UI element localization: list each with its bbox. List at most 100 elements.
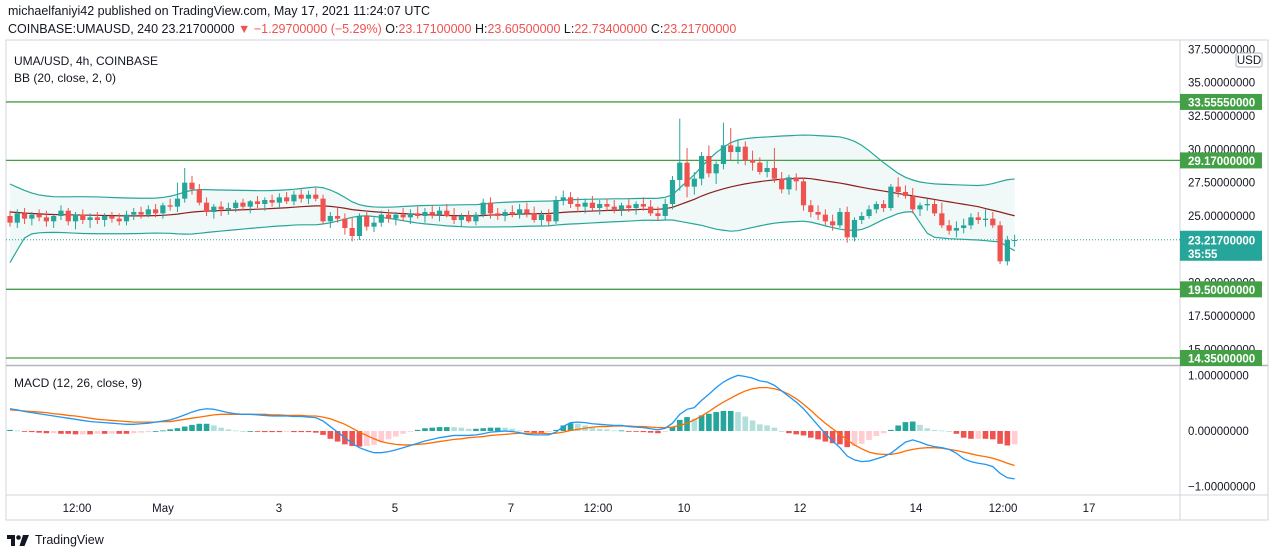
macd-histogram-bar (232, 430, 239, 432)
macd-histogram-bar (691, 418, 698, 431)
macd-histogram-bar (247, 431, 254, 432)
candle-body (888, 186, 894, 208)
candle-body (196, 189, 202, 203)
candle-body (582, 202, 588, 207)
candle-body (604, 204, 610, 207)
candle-body (968, 217, 974, 226)
candle-body (662, 204, 668, 216)
candle-body (7, 216, 13, 223)
candle-body (247, 201, 253, 207)
price-axis-tick-label: 32.50000000 (1188, 111, 1255, 123)
macd-histogram-bar (101, 431, 108, 434)
down-arrow-icon: ▼ (238, 22, 251, 36)
macd-histogram-bar (822, 431, 829, 442)
level-price-tag-text: 33.55550000 (1188, 97, 1255, 109)
macd-histogram-bar (786, 431, 792, 434)
candle-body (669, 180, 676, 204)
macd-histogram-bar (684, 417, 690, 431)
macd-histogram-bar (800, 431, 807, 436)
candle-body (269, 200, 275, 203)
candle-body (378, 214, 384, 223)
candle-body (436, 210, 443, 215)
candle-body (924, 204, 930, 206)
macd-histogram-bar (167, 429, 173, 431)
candle-body (153, 209, 159, 214)
macd-histogram-bar (123, 431, 130, 434)
macd-histogram-bar (480, 428, 486, 431)
candle-body (946, 225, 952, 231)
candle-body (808, 205, 814, 212)
candle-body (393, 214, 399, 219)
macd-histogram-bar (1004, 431, 1011, 446)
candle-body (451, 216, 457, 220)
low-value: 22.73400000 (574, 22, 648, 36)
macd-histogram-bar (109, 431, 115, 434)
macd-histogram-bar (553, 429, 559, 431)
macd-histogram-bar (378, 431, 385, 443)
macd-histogram-bar (487, 427, 494, 431)
candle-body (502, 212, 508, 216)
macd-histogram-bar (262, 431, 268, 433)
candle-body (779, 178, 785, 190)
candle-body (757, 162, 763, 172)
macd-indicator-label: MACD (12, 26, close, 9) (14, 376, 142, 390)
macd-histogram-bar (917, 424, 923, 431)
macd-histogram-bar (720, 410, 727, 431)
macd-histogram-bar (334, 431, 341, 442)
macd-histogram-bar (727, 410, 734, 431)
candle-body (109, 216, 115, 219)
macd-histogram-bar (160, 430, 166, 432)
time-axis-tick-label: 3 (276, 503, 282, 515)
candle-body (771, 168, 777, 179)
macd-histogram-bar (87, 431, 93, 435)
macd-histogram-bar (990, 431, 996, 440)
candle-body (953, 228, 959, 231)
candle-body (800, 181, 807, 206)
macd-histogram-bar (298, 431, 304, 433)
candle-body (342, 218, 348, 228)
candle-body (480, 202, 486, 215)
candle-body (648, 206, 654, 214)
candle-body (611, 206, 617, 210)
candle-body (728, 145, 734, 152)
macd-histogram-bar (931, 429, 938, 431)
macd-histogram-bar (327, 431, 334, 439)
candle-body (786, 177, 792, 190)
macd-histogram-bar (349, 431, 355, 447)
macd-histogram-bar (203, 423, 210, 431)
macd-histogram-bar (1011, 431, 1018, 445)
macd-histogram-bar (414, 429, 421, 431)
macd-histogram-bar (698, 415, 705, 431)
macd-line (9, 374, 1015, 480)
candle-body (982, 218, 989, 220)
candle-body (939, 213, 945, 226)
macd-histogram-bar (181, 426, 188, 431)
macd-histogram-bar (924, 428, 931, 431)
candle-body (837, 212, 843, 226)
macd-histogram-bar (29, 431, 35, 433)
candle-body (531, 213, 537, 220)
tradingview-brand[interactable]: TradingView (6, 533, 104, 547)
candle-body (509, 212, 515, 215)
current-price-tag-text: 23.21700000 (1188, 235, 1255, 247)
macd-histogram-bar (669, 427, 676, 431)
macd-histogram-bar (393, 431, 399, 437)
macd-histogram-bar (14, 430, 21, 432)
last-price: 23.21700000 (161, 22, 235, 36)
macd-histogram-bar (7, 429, 13, 431)
macd-histogram-bar (502, 427, 508, 431)
candle-body (524, 209, 530, 214)
candle-body (699, 156, 705, 179)
macd-histogram-bar (291, 431, 297, 433)
macd-histogram-bar (844, 431, 850, 448)
candle-body (291, 194, 297, 202)
candle-body (123, 214, 130, 222)
time-axis-tick-label: 12:00 (584, 503, 613, 515)
candle-body (1004, 240, 1010, 262)
candle-body (618, 205, 625, 210)
macd-histogram-bar (130, 431, 137, 434)
time-axis-tick-label: 5 (392, 503, 398, 515)
candle-body (58, 210, 64, 216)
macd-histogram-bar (356, 431, 363, 447)
